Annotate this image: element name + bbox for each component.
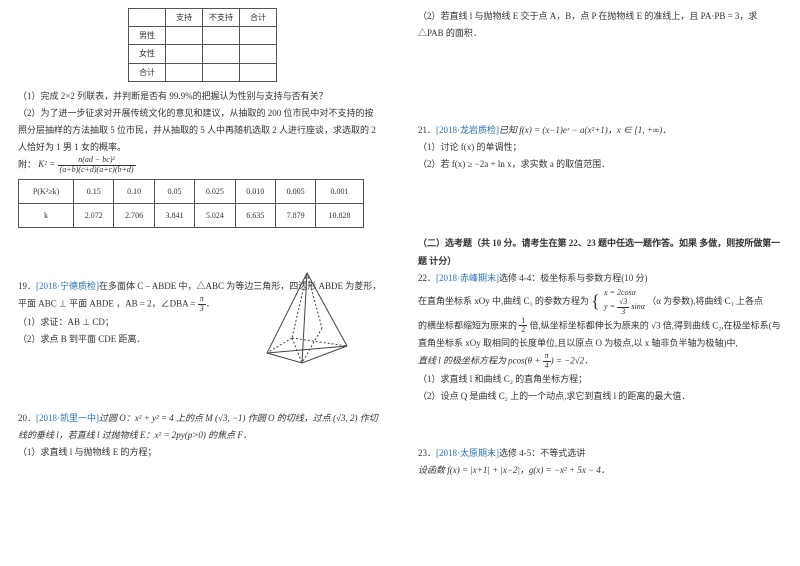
pk-h: P(K²≥k) xyxy=(19,179,74,203)
q20-src: [2018·凯里一中] xyxy=(36,413,99,423)
q21-sub2: （2）若 f(x) ≥ −2a + ln x，求实数 a 的取值范围． xyxy=(418,156,782,173)
q19: 19．[2018·宁德质检]在多面体 C – ABDE 中，△ABC 为等边三角… xyxy=(18,278,382,348)
attach-label: 附： xyxy=(18,159,36,169)
q22-sub1: （1）求直线 l 和曲线 C₂ 的直角坐标方程； xyxy=(418,371,782,388)
th-blank xyxy=(129,9,166,27)
contingency-table: 支持 不支持 合计 男性 女性 合计 xyxy=(128,8,277,82)
q21-no: 21． xyxy=(418,125,436,135)
q23-head: 23．[2018·太原期末]选修 4-5：不等式选讲 xyxy=(418,445,782,462)
q21-sub1: （1）讨论 f(x) 的单调性； xyxy=(418,139,782,156)
critical-value-table: P(K²≥k) 0.15 0.10 0.05 0.025 0.010 0.005… xyxy=(18,179,364,228)
row-total: 合计 xyxy=(129,63,166,81)
th-total: 合计 xyxy=(240,9,277,27)
row-female: 女性 xyxy=(129,45,166,63)
section-title: （二）选考题（共 10 分。请考生在第 22、23 题中任选一题作答。如果 多做… xyxy=(418,235,782,269)
q-part2: （2）为了进一步征求对开展传统文化的意见和建议，从抽取的 200 位市民中对不支… xyxy=(18,105,382,156)
q22-sub2: （2）设点 Q 是曲线 C₂ 上的一个动点,求它到直线 l 的距离的最大值． xyxy=(418,388,782,405)
left-column: 支持 不支持 合计 男性 女性 合计 （1）完成 2×2 列联表，并判断是否有 … xyxy=(0,0,400,566)
attachment: 附： K² = n(ad − bc)²(a+b)(c+d)(a+c)(b+d) xyxy=(18,156,382,175)
q22-line1: 在直角坐标系 xOy 中,曲线 C₁ 的参数方程为 { x = 2cosα y … xyxy=(418,287,782,317)
q21-text: 已知 f(x) = (x−1)eˣ − a(x²+1)，x ∈ [1, +∞)． xyxy=(499,125,671,135)
q23-no: 23． xyxy=(418,448,436,458)
q23-src: [2018·太原期末] xyxy=(436,448,499,458)
q22-no: 22． xyxy=(418,273,436,283)
th-support: 支持 xyxy=(166,9,203,27)
geometry-figure xyxy=(252,268,362,368)
q22-line3: 直线 l 的极坐标方程为 ρcos(θ + π4) = −2√2． xyxy=(418,352,782,371)
q22-tail: 选修 4-4：极坐标系与参数方程(10 分) xyxy=(499,273,648,283)
q-part1: （1）完成 2×2 列联表，并判断是否有 99.9%的把握认为性别与支持与否有关… xyxy=(18,88,382,105)
q23-tail: 选修 4-5：不等式选讲 xyxy=(499,448,585,458)
q22-line2: 的横坐标都缩短为原来的 12 倍,纵坐标坐标都伸长为原来的 √3 倍,得到曲线 … xyxy=(418,317,782,353)
row-male: 男性 xyxy=(129,27,166,45)
k2-formula: K² = n(ad − bc)²(a+b)(c+d)(a+c)(b+d) xyxy=(38,159,135,169)
q20: 20．[2018·凯里一中]过圆 O：x² + y² = 4 上的点 M (√3… xyxy=(18,410,382,444)
q20-no: 20． xyxy=(18,413,36,423)
q23-text: 设函数 f(x) = |x+1| + |x−2|，g(x) = −x² + 5x… xyxy=(418,462,782,479)
q19-src: [2018·宁德质检] xyxy=(36,281,99,291)
q22-head: 22．[2018·赤峰期末]选修 4-4：极坐标系与参数方程(10 分) xyxy=(418,270,782,287)
q22-src: [2018·赤峰期末] xyxy=(436,273,499,283)
q21-src: [2018·龙岩质检] xyxy=(436,125,499,135)
q20-sub1: （1）求直线 l 与抛物线 E 的方程； xyxy=(18,444,382,461)
k-h: k xyxy=(19,203,74,227)
th-notsupport: 不支持 xyxy=(203,9,240,27)
q19-no: 19． xyxy=(18,281,36,291)
q21: 21．[2018·龙岩质检]已知 f(x) = (x−1)eˣ − a(x²+1… xyxy=(418,122,782,139)
right-column: （2）若直线 l 与抛物线 E 交于点 A，B，点 P 在抛物线 E 的准线上，… xyxy=(400,0,800,566)
r-top: （2）若直线 l 与抛物线 E 交于点 A，B，点 P 在抛物线 E 的准线上，… xyxy=(418,8,782,42)
